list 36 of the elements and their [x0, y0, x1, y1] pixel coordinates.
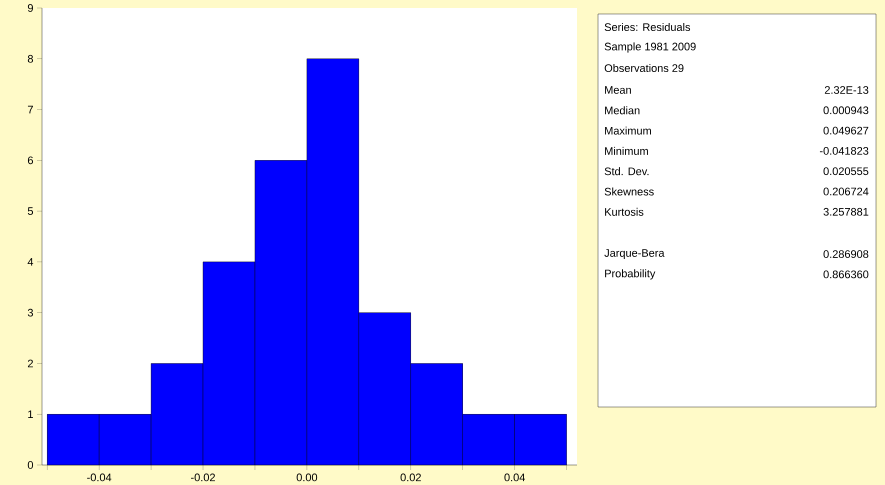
- y-tick-label: 4: [28, 258, 34, 266]
- x-tick-label: 0.02: [400, 474, 421, 482]
- y-tick-label: 9: [28, 4, 33, 12]
- text: Median: [605, 106, 640, 114]
- x-tick-label: 0.04: [504, 474, 526, 482]
- text: Kurtosis: [605, 208, 644, 216]
- y-tick-label: 2: [28, 360, 33, 368]
- y-tick-label: 1: [28, 410, 33, 418]
- text: 0.049627: [824, 126, 868, 134]
- text: Probability: [605, 269, 656, 280]
- text: Jarque-Bera: [604, 249, 665, 259]
- text: 3.257881: [824, 208, 868, 216]
- text: Minimum: [605, 146, 648, 155]
- text: Mean: [605, 86, 631, 94]
- text: 0.866360: [824, 270, 868, 278]
- text: Std. Dev.: [604, 167, 648, 176]
- text: 0.000943: [824, 106, 868, 114]
- text: -0.041823: [820, 147, 868, 155]
- text: 0.206724: [824, 188, 868, 196]
- x-tick-label: 0.00: [296, 474, 318, 482]
- text: 0.020555: [824, 167, 868, 176]
- y-tick-label: 6: [28, 156, 33, 164]
- text: Maximum: [605, 126, 651, 135]
- y-tick-label: 8: [28, 54, 33, 63]
- text: Series: Residuals: [604, 22, 690, 32]
- text: Sample 1981 2009: [604, 42, 696, 53]
- y-tick-label: 3: [28, 308, 33, 317]
- text: Skewness: [604, 187, 654, 196]
- text: Observations 29: [604, 64, 684, 72]
- y-tick-label: 5: [28, 207, 34, 215]
- x-tick-label: -0.04: [87, 474, 112, 482]
- x-tick-label: -0.02: [191, 474, 215, 482]
- text: 2.32E-13: [824, 86, 868, 94]
- y-tick-label: 7: [28, 106, 33, 114]
- text: 0.286908: [824, 250, 868, 258]
- y-tick-label: 0: [28, 461, 34, 469]
